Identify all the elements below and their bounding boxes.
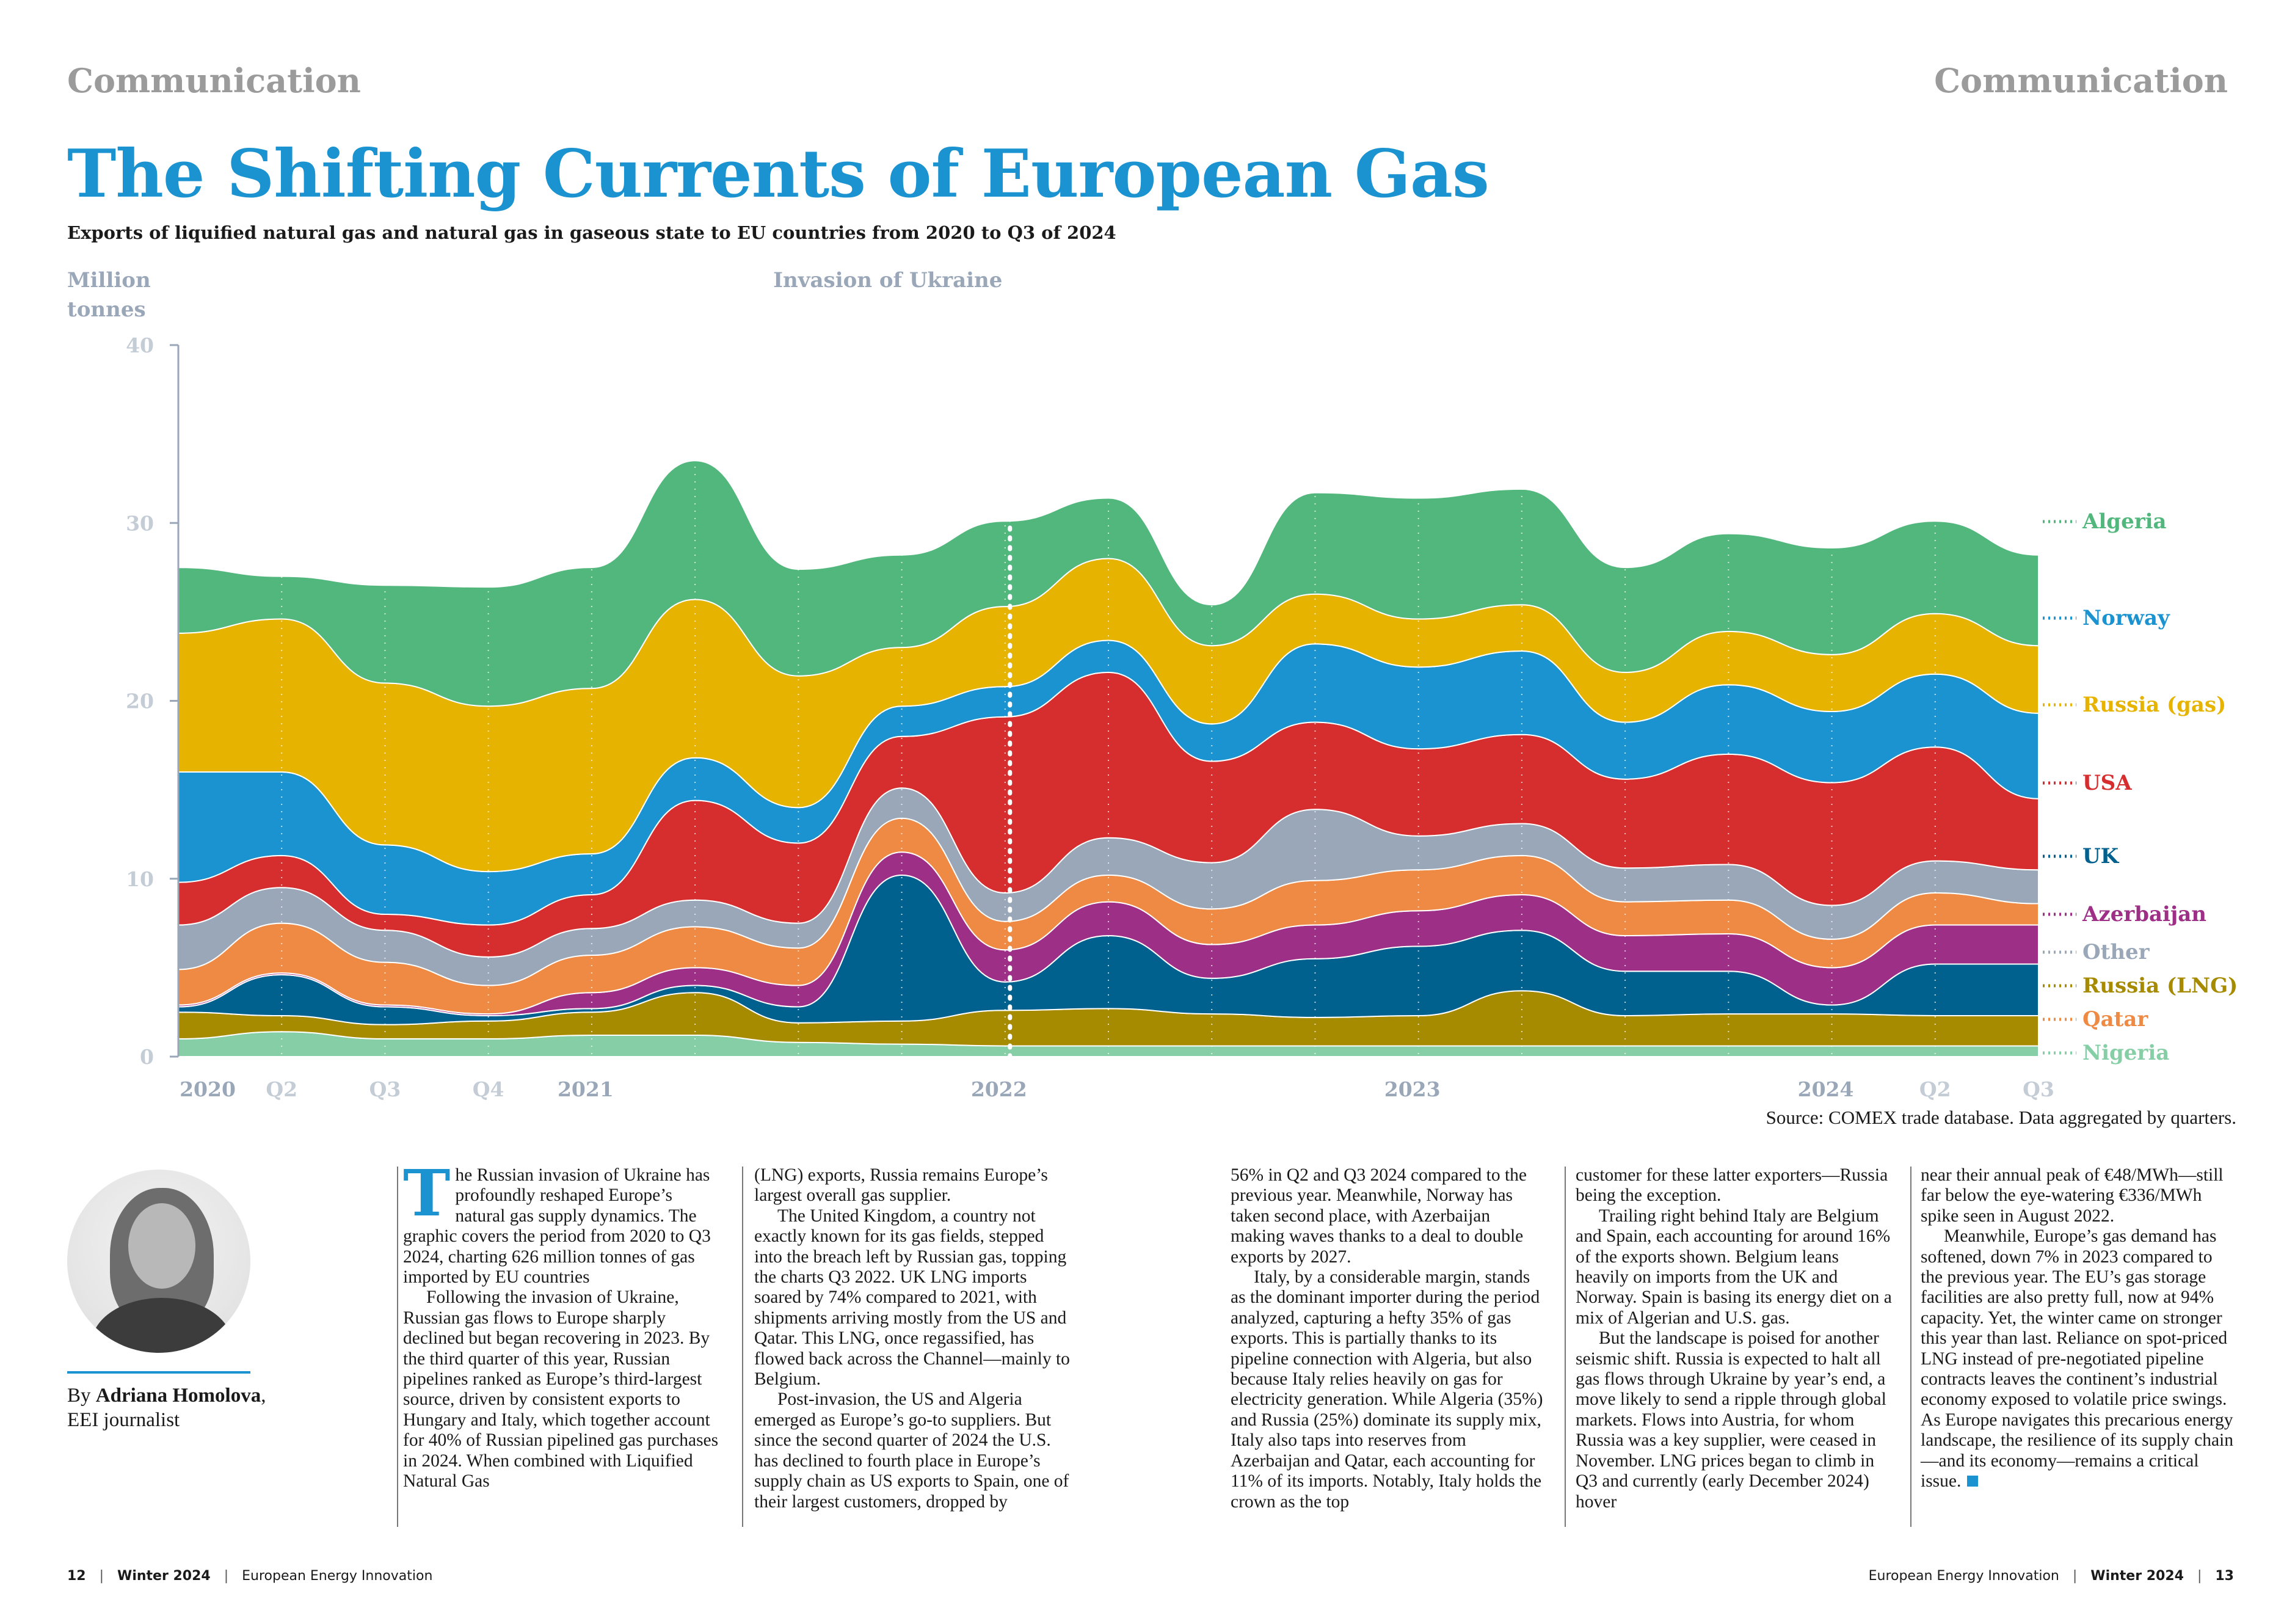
x-tick-label: 2024 <box>1798 1077 1854 1101</box>
end-of-article-square <box>1967 1476 1979 1487</box>
y-axis: 0 10 20 30 40 <box>126 333 180 1069</box>
x-tick-label: Q2 <box>266 1077 297 1101</box>
author-prefix: By <box>67 1385 91 1407</box>
x-tick-label: 2022 <box>971 1077 1027 1101</box>
article-paragraph: Following the invasion of Ukraine, Russi… <box>403 1287 719 1491</box>
y-axis-label-line2: tonnes <box>67 297 146 322</box>
x-axis-labels: 2020 Q2 Q3 Q4 2021 2022 2023 2024 Q2 Q3 <box>180 1077 2054 1101</box>
article-paragraph: Meanwhile, Europe’s gas demand has softe… <box>1921 1226 2233 1491</box>
legend-label: Russia (gas) <box>2082 693 2226 717</box>
article-paragraph: But the landscape is poised for another … <box>1576 1328 1886 1512</box>
column-rule <box>1910 1167 1911 1527</box>
issue-left: Winter 2024 <box>117 1568 211 1584</box>
publication-left: European Energy Innovation <box>242 1568 433 1584</box>
article-column-4: customer for these latter exporters—Russ… <box>1576 1165 1893 1512</box>
issue-right: Winter 2024 <box>2090 1568 2184 1584</box>
legend-label: Russia (LNG) <box>2082 974 2238 998</box>
legend-label: Norway <box>2082 606 2170 630</box>
stream-legend: Algeria Norway Russia (gas) USA UK Azerbaijan… <box>2043 509 2238 1065</box>
streamgraph-chart: 0 10 20 30 40 2020 Q2 Q3 Q4 2021 2022 2023 2024 Q2 Q3… <box>67 268 2238 1101</box>
x-tick-label: 2020 <box>180 1077 236 1101</box>
x-tick-label: Q3 <box>369 1077 401 1101</box>
article-column-2: (LNG) exports, Russia remains Europe’s l… <box>754 1165 1072 1512</box>
x-tick-label: Q4 <box>473 1077 504 1101</box>
author-name: Adriana Homolova <box>95 1385 261 1407</box>
article-paragraph: near their annual peak of €48/MWh—still … <box>1921 1165 2224 1226</box>
y-tick-label: 40 <box>126 333 154 357</box>
x-tick-label: 2021 <box>558 1077 614 1101</box>
article-paragraph: Italy, by a considerable margin, stands … <box>1231 1267 1543 1512</box>
article-paragraph: Trailing right behind Italy are Belgium … <box>1576 1206 1892 1328</box>
legend-label: UK <box>2082 844 2120 868</box>
legend-label: Other <box>2082 940 2150 964</box>
publication-right: European Energy Innovation <box>1868 1568 2059 1584</box>
y-axis-label: Million <box>67 268 151 293</box>
invasion-annotation: Invasion of Ukraine <box>773 268 1002 293</box>
article-paragraph: he Russian invasion of Ukraine has profo… <box>403 1165 711 1287</box>
x-tick-label: 2023 <box>1384 1077 1441 1101</box>
y-tick-label: 20 <box>126 690 154 713</box>
stream-layer <box>178 460 2039 1058</box>
chart-source-note: Source: COMEX trade database. Data aggre… <box>1766 1107 2236 1128</box>
legend-label: Algeria <box>2082 509 2167 534</box>
legend-label: Nigeria <box>2082 1041 2169 1065</box>
y-tick-label: 10 <box>126 867 154 891</box>
article-column-5: near their annual peak of €48/MWh—still … <box>1921 1165 2238 1492</box>
article-paragraph: The United Kingdom, a country not exactl… <box>754 1206 1070 1389</box>
author-photo <box>67 1170 250 1353</box>
y-tick-label: 0 <box>140 1045 154 1069</box>
article-paragraph: (LNG) exports, Russia remains Europe’s l… <box>754 1165 1048 1206</box>
footer-right: European Energy Innovation | Winter 2024 | 1… <box>1868 1568 2234 1584</box>
column-rule <box>742 1167 743 1527</box>
y-tick-label: 30 <box>126 511 154 535</box>
column-rule <box>1565 1167 1566 1527</box>
author-role: EEI journalist <box>67 1409 180 1431</box>
x-tick-label: Q2 <box>1919 1077 1951 1101</box>
article-paragraph: 56% in Q2 and Q3 2024 compared to the pr… <box>1231 1165 1527 1267</box>
article-paragraph: customer for these latter exporters—Russ… <box>1576 1165 1888 1206</box>
footer-left: 12 | Winter 2024 | European Energy Innovatio… <box>67 1568 433 1584</box>
section-label-left: Communication <box>67 61 361 100</box>
chart-subtitle: Exports of liquified natural gas and nat… <box>67 222 1116 243</box>
legend-label: Qatar <box>2082 1007 2148 1032</box>
article-paragraph: Post-invasion, the US and Algeria emerge… <box>754 1389 1069 1512</box>
article-column-3: 56% in Q2 and Q3 2024 compared to the pr… <box>1231 1165 1548 1512</box>
x-tick-label: Q3 <box>2023 1077 2054 1101</box>
author-byline: By Adriana Homolova, EEI journalist <box>67 1385 266 1431</box>
page-number-left: 12 <box>67 1568 86 1584</box>
page-title: The Shifting Currents of European Gas <box>67 136 1489 213</box>
page-number-right: 13 <box>2215 1568 2234 1584</box>
author-divider <box>67 1371 250 1374</box>
legend-label: Azerbaijan <box>2082 902 2206 927</box>
column-rule <box>397 1167 398 1527</box>
section-label-right: Communication <box>1934 61 2228 100</box>
legend-label: USA <box>2082 771 2132 795</box>
drop-cap: T <box>403 1156 451 1231</box>
